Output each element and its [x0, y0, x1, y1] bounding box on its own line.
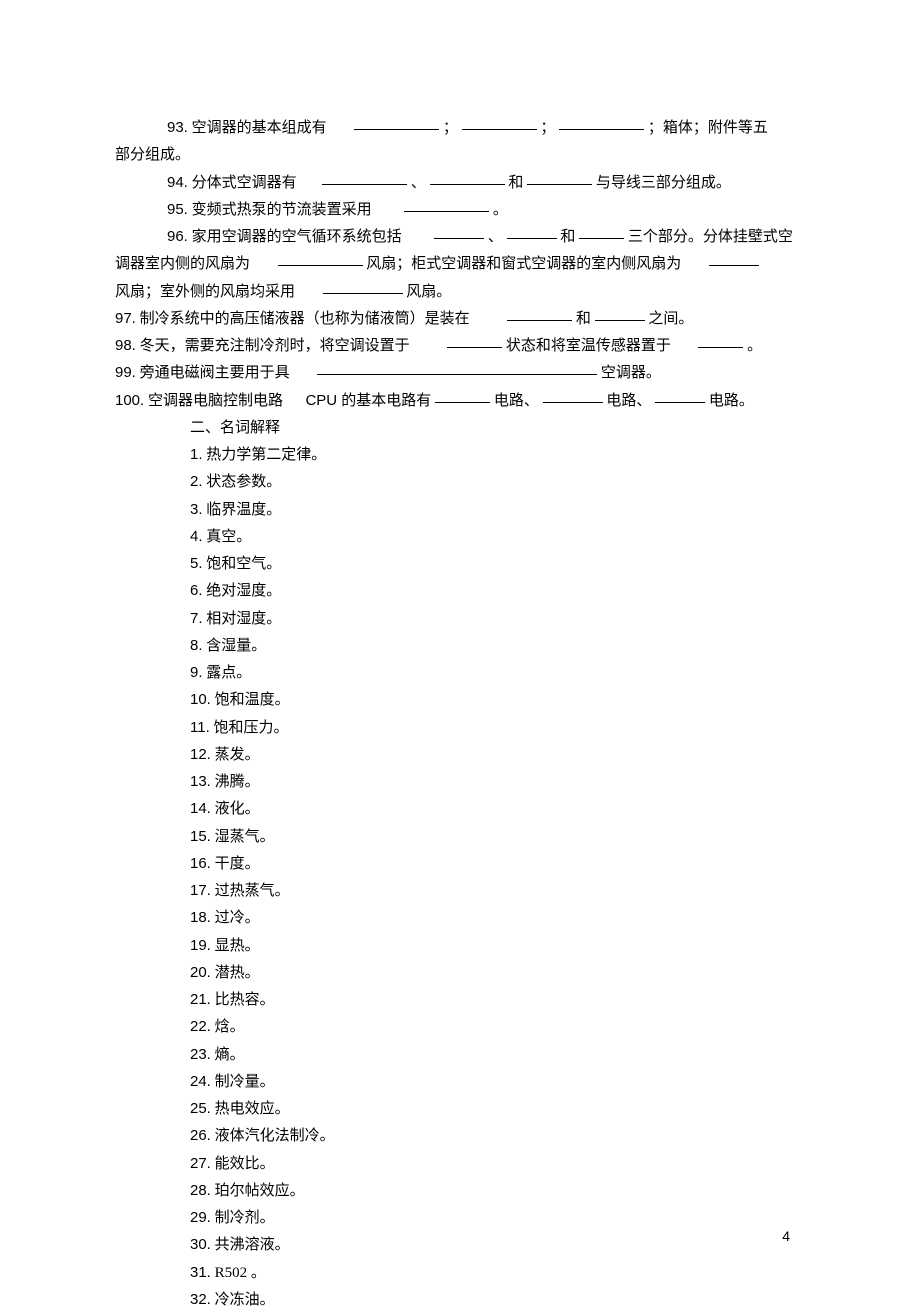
q98-num: 98. — [115, 337, 136, 354]
blank — [354, 115, 439, 130]
term-item: 6. 绝对湿度。 — [115, 578, 795, 604]
term-item: 30. 共沸溶液。 — [115, 1232, 795, 1258]
term-item: 29. 制冷剂。 — [115, 1205, 795, 1231]
blank — [434, 224, 484, 239]
term-item: 5. 饱和空气。 — [115, 551, 795, 577]
q99-num: 99. — [115, 364, 136, 381]
question-96-cont1: 调器室内侧的风扇为 风扇；柜式空调器和窗式空调器的室内侧风扇为 — [115, 251, 795, 277]
question-99: 99. 旁通电磁阀主要用于具 空调器。 — [115, 360, 795, 386]
question-94: 94. 分体式空调器有 、 和 与导线三部分组成。 — [115, 170, 795, 196]
blank — [322, 170, 407, 185]
blank — [709, 251, 759, 266]
question-97: 97. 制冷系统中的高压储液器（也称为储液筒）是装在 和 之间。 — [115, 306, 795, 332]
blank — [655, 388, 705, 403]
blank — [595, 306, 645, 321]
blank — [447, 333, 502, 348]
term-item: 15. 湿蒸气。 — [115, 824, 795, 850]
question-93: 93. 空调器的基本组成有 ； ； ；箱体；附件等五 — [115, 115, 795, 141]
term-item: 8. 含湿量。 — [115, 633, 795, 659]
question-93-cont: 部分组成。 — [115, 142, 795, 168]
term-item: 16. 干度。 — [115, 851, 795, 877]
blank — [698, 333, 743, 348]
term-item: 11. 饱和压力。 — [115, 715, 795, 741]
term-item: 7. 相对湿度。 — [115, 606, 795, 632]
question-96: 96. 家用空调器的空气循环系统包括 、 和 三个部分。分体挂壁式空 — [115, 224, 795, 250]
term-item: 4. 真空。 — [115, 524, 795, 550]
question-96-cont2: 风扇；室外侧的风扇均采用 风扇。 — [115, 279, 795, 305]
q100-num: 100. — [115, 392, 144, 409]
blank — [435, 388, 490, 403]
term-item: 1. 热力学第二定律。 — [115, 442, 795, 468]
blank — [278, 251, 363, 266]
term-item: 27. 能效比。 — [115, 1151, 795, 1177]
blank — [527, 170, 592, 185]
question-98: 98. 冬天，需要充注制冷剂时，将空调设置于 状态和将室温传感器置于 。 — [115, 333, 795, 359]
q97-num: 97. — [115, 310, 136, 327]
question-95: 95. 变频式热泵的节流装置采用 。 — [115, 197, 795, 223]
document-content: 93. 空调器的基本组成有 ； ； ；箱体；附件等五 部分组成。 94. 分体式… — [115, 115, 795, 1313]
blank — [430, 170, 505, 185]
term-item: 25. 热电效应。 — [115, 1096, 795, 1122]
term-item: 12. 蒸发。 — [115, 742, 795, 768]
section-title: 二、名词解释 — [115, 415, 795, 441]
blank — [462, 115, 537, 130]
term-item: 14. 液化。 — [115, 796, 795, 822]
q93-num: 93. — [167, 119, 188, 136]
question-100: 100. 空调器电脑控制电路 CPU 的基本电路有 电路、 电路、 电路。 — [115, 388, 795, 414]
term-item: 2. 状态参数。 — [115, 469, 795, 495]
term-item: 10. 饱和温度。 — [115, 687, 795, 713]
term-item: 9. 露点。 — [115, 660, 795, 686]
term-item: 17. 过热蒸气。 — [115, 878, 795, 904]
q96-num: 96. — [167, 228, 188, 245]
blank — [507, 306, 572, 321]
blank — [559, 115, 644, 130]
term-item: 28. 珀尔帖效应。 — [115, 1178, 795, 1204]
term-item: 3. 临界温度。 — [115, 497, 795, 523]
term-item: 13. 沸腾。 — [115, 769, 795, 795]
term-item: 20. 潜热。 — [115, 960, 795, 986]
blank — [507, 224, 557, 239]
term-item: 32. 冷冻油。 — [115, 1287, 795, 1313]
blank — [579, 224, 624, 239]
page-number: 4 — [782, 1224, 790, 1249]
blank — [323, 279, 403, 294]
term-item: 21. 比热容。 — [115, 987, 795, 1013]
term-item: 22. 焓。 — [115, 1014, 795, 1040]
term-item: 24. 制冷量。 — [115, 1069, 795, 1095]
blank — [317, 360, 597, 375]
term-item: 31. R502 。 — [115, 1260, 795, 1286]
q95-num: 95. — [167, 201, 188, 218]
term-item: 19. 显热。 — [115, 933, 795, 959]
term-item: 18. 过冷。 — [115, 905, 795, 931]
q94-num: 94. — [167, 174, 188, 191]
blank — [404, 197, 489, 212]
blank — [543, 388, 603, 403]
term-item: 23. 熵。 — [115, 1042, 795, 1068]
term-item: 26. 液体汽化法制冷。 — [115, 1123, 795, 1149]
